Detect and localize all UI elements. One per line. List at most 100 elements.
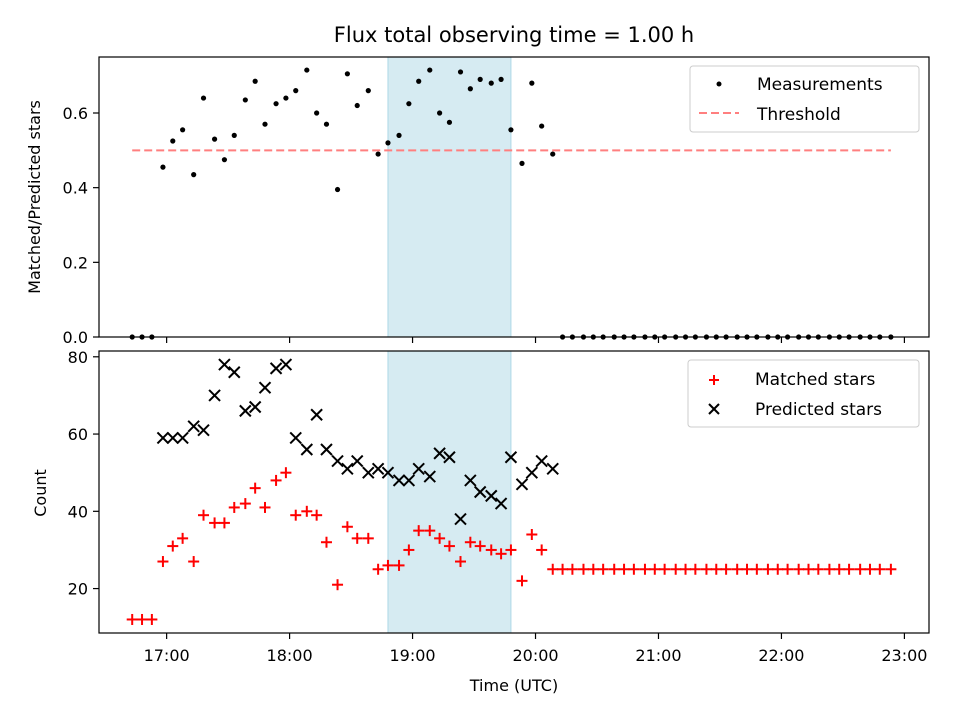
matched-stars-point bbox=[362, 532, 374, 544]
measurement-point bbox=[396, 132, 402, 138]
x-stroke-2 bbox=[464, 474, 477, 487]
measurement-point bbox=[314, 110, 320, 116]
x-stroke-2 bbox=[515, 478, 529, 491]
x-tick-label: 21:00 bbox=[635, 646, 681, 665]
x-tick-label: 18:00 bbox=[267, 646, 313, 665]
matched-stars-point bbox=[762, 563, 774, 575]
predicted-stars-point bbox=[279, 358, 293, 371]
measurement-point bbox=[160, 164, 166, 170]
x-stroke-2 bbox=[392, 474, 406, 487]
x-stroke-2 bbox=[331, 454, 344, 468]
matched-stars-point bbox=[566, 563, 578, 575]
predicted-stars-point bbox=[310, 408, 323, 421]
measurement-point bbox=[437, 110, 443, 116]
matched-stars-point bbox=[270, 474, 282, 486]
measurement-point bbox=[323, 121, 330, 127]
predicted-stars-point bbox=[351, 454, 364, 468]
measurement-point bbox=[252, 78, 258, 84]
predicted-stars-point bbox=[341, 462, 354, 476]
predicted-stars-point bbox=[473, 485, 487, 499]
x-stroke-2 bbox=[423, 470, 436, 483]
legend-label-threshold: Threshold bbox=[756, 105, 841, 125]
predicted-stars-point bbox=[371, 462, 385, 476]
axes-frame bbox=[98, 56, 930, 338]
matched-stars-point bbox=[680, 563, 692, 575]
predicted-stars-point bbox=[362, 466, 375, 479]
matched-stars-point bbox=[885, 563, 897, 575]
x-tick-label: 19:00 bbox=[390, 646, 436, 665]
legend-label-measurements: Measurements bbox=[757, 75, 883, 95]
matched-stars-point bbox=[516, 575, 528, 587]
x-stroke-2 bbox=[166, 431, 179, 445]
matched-stars-point bbox=[864, 563, 876, 575]
legend-label-predicted-stars: Predicted stars bbox=[755, 400, 882, 420]
matched-stars-point bbox=[618, 563, 630, 575]
matched-stars-point bbox=[505, 544, 517, 556]
x-stroke-2 bbox=[454, 512, 467, 526]
matched-stars-point bbox=[659, 563, 671, 575]
measurement-point bbox=[529, 80, 535, 86]
x-stroke-2 bbox=[208, 389, 221, 402]
x-stroke-2 bbox=[433, 447, 446, 460]
predicted-stars-point bbox=[412, 462, 425, 476]
matched-stars-point bbox=[772, 563, 784, 575]
top-plot-area: 0.0 0.2 0.4 0.6 bbox=[63, 56, 930, 347]
matched-stars-point bbox=[649, 563, 661, 575]
predicted-stars-point bbox=[289, 431, 302, 445]
matched-stars-point bbox=[639, 563, 651, 575]
matched-stars-point bbox=[536, 544, 548, 556]
matched-stars-point bbox=[177, 532, 189, 544]
measurement-point bbox=[375, 151, 381, 157]
matched-stars-point bbox=[126, 613, 138, 625]
measurement-point bbox=[262, 121, 268, 127]
predicted-stars-point bbox=[197, 423, 210, 437]
matched-stars-point bbox=[720, 563, 732, 575]
x-stroke-2 bbox=[279, 358, 293, 371]
predicted-stars-point bbox=[443, 451, 456, 464]
matched-stars-point bbox=[793, 563, 805, 575]
measurement-point bbox=[457, 69, 464, 75]
matched-stars-point bbox=[434, 532, 446, 544]
matched-stars-point bbox=[290, 509, 302, 521]
legend-dot-icon bbox=[716, 81, 722, 87]
matched-stars-point bbox=[731, 563, 743, 575]
predicted-stars-point bbox=[392, 474, 406, 487]
measurement-point bbox=[406, 101, 412, 107]
predicted-stars-point bbox=[300, 443, 314, 456]
matched-stars-point bbox=[577, 563, 589, 575]
matched-stars-point bbox=[843, 563, 855, 575]
x-stroke-2 bbox=[525, 466, 539, 479]
legend-plus-icon bbox=[709, 375, 719, 385]
matched-stars-point bbox=[474, 540, 486, 552]
x-tick-label: 22:00 bbox=[758, 646, 804, 665]
measurement-point bbox=[293, 88, 299, 94]
measurement-point bbox=[283, 95, 289, 101]
measurement-point bbox=[550, 151, 556, 157]
matched-stars-point bbox=[557, 563, 569, 575]
predicted-stars-point bbox=[464, 474, 477, 487]
bottom-y-axis-label: Count bbox=[31, 469, 50, 517]
predicted-stars-point bbox=[208, 389, 221, 402]
measurement-point bbox=[519, 160, 525, 166]
predicted-stars-point bbox=[381, 466, 395, 479]
predicted-stars-point bbox=[423, 470, 436, 483]
top-y-axis-label: Matched/Predicted stars bbox=[25, 100, 44, 294]
predicted-stars-point bbox=[546, 462, 559, 476]
x-stroke-2 bbox=[176, 431, 189, 445]
matched-stars-point bbox=[854, 563, 866, 575]
bottom-legend-frame bbox=[687, 359, 920, 428]
x-stroke-2 bbox=[381, 466, 395, 479]
shaded-time-band bbox=[387, 56, 512, 338]
x-stroke-2 bbox=[269, 362, 283, 375]
x-stroke-2 bbox=[320, 443, 333, 456]
x-stroke-2 bbox=[258, 381, 272, 394]
measurement-point bbox=[334, 186, 341, 193]
predicted-stars-point bbox=[156, 431, 170, 445]
measurement-point bbox=[200, 95, 207, 101]
x-stroke-2 bbox=[289, 431, 302, 445]
matched-stars-point bbox=[464, 536, 476, 548]
measurement-point bbox=[498, 76, 504, 82]
x-stroke-2 bbox=[412, 462, 425, 476]
matched-stars-point bbox=[741, 563, 753, 575]
